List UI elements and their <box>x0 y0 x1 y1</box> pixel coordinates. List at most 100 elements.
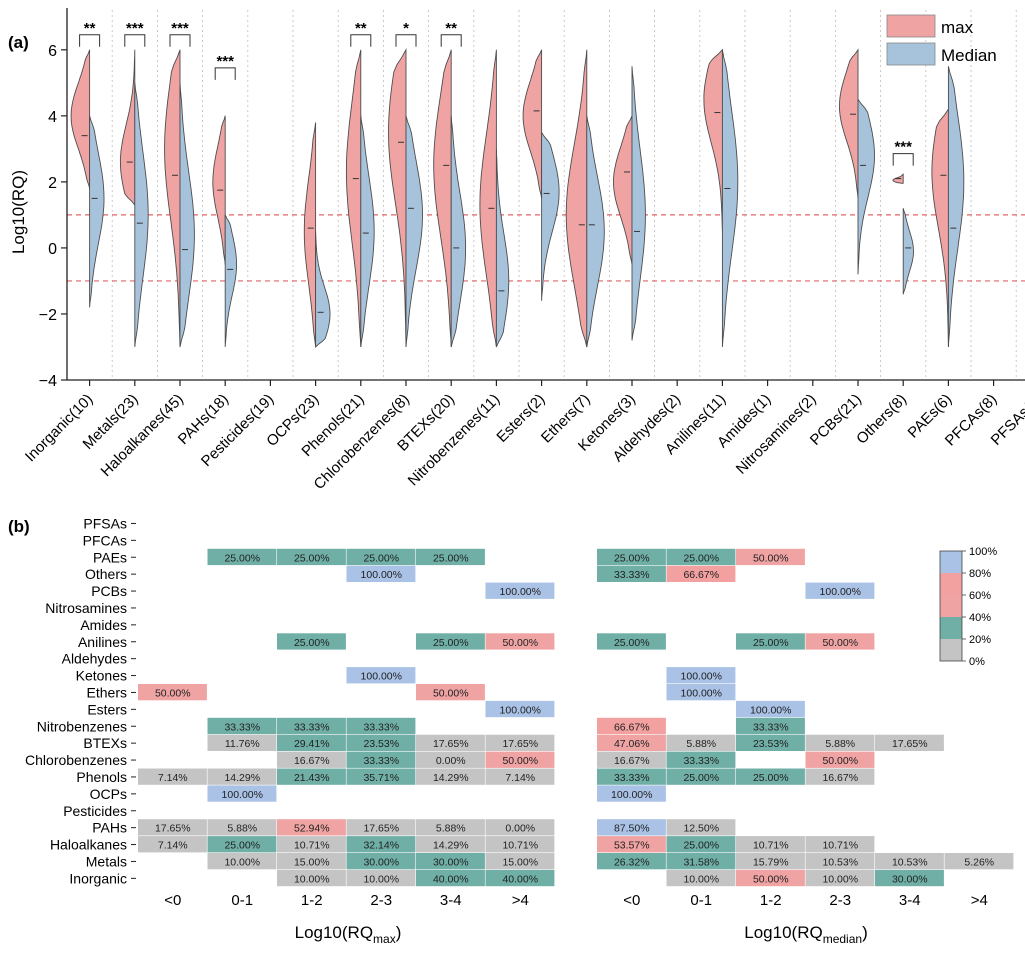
row-label: Chlorobenzenes <box>25 752 127 768</box>
x-tick-label: Nitrosamines(2) <box>733 391 820 478</box>
violin-max-half <box>388 48 407 348</box>
heatmap-cell-left <box>207 768 277 785</box>
heatmap-cell-right <box>875 734 944 751</box>
heatmap-cell-right <box>805 836 875 853</box>
color-scale-band <box>940 551 962 573</box>
heatmap-cell-left <box>416 853 485 870</box>
row-label: Metals <box>86 853 127 869</box>
significance-bracket <box>124 34 146 47</box>
heatmap-cell-value: 14.29% <box>433 772 469 784</box>
heatmap-cell-value: 10.53% <box>892 856 928 868</box>
heatmap-cell-right <box>666 836 736 853</box>
x-tick-label: Inorganic(10) <box>22 391 97 466</box>
heatmap-cell-right <box>597 717 666 735</box>
heatmap-cell-value: 33.33% <box>294 721 330 733</box>
heatmap-cell-value: 29.41% <box>294 738 330 750</box>
heatmap-cell-value: 17.65% <box>155 823 191 835</box>
heatmap-cell-value: 100.00% <box>681 687 722 699</box>
row-label: PCBs <box>91 583 127 599</box>
panel-a-label: (a) <box>8 33 29 52</box>
heatmap-cell-left <box>346 836 416 853</box>
heatmap-cell-left <box>346 717 416 735</box>
heatmap-cell-value: 7.14% <box>158 840 188 852</box>
heatmap-cell-right <box>666 751 736 768</box>
violin-max-half <box>164 49 181 348</box>
heatmap-cell-value: 10.71% <box>502 840 538 852</box>
violin-median-half <box>224 214 237 348</box>
heatmap-cell-left <box>207 734 277 751</box>
panel-a-y-axis-label: Log10(RQ) <box>9 170 28 254</box>
column-label: 2-3 <box>829 892 851 909</box>
panel-b-right-heatmap: 25.00% 25.00% 50.00% 33.33% 66.67% 100.00% 25.… <box>597 548 1014 887</box>
row-label: PAEs <box>93 549 127 565</box>
row-label: Haloalkanes <box>50 837 127 853</box>
heatmap-cell-value: 33.33% <box>614 772 650 784</box>
heatmap-cell-value: 25.00% <box>363 552 399 564</box>
significance-bracket <box>395 34 417 47</box>
heatmap-cell-value: 17.65% <box>433 738 469 750</box>
heatmap-cell-value: 35.71% <box>363 772 399 784</box>
color-scale-band <box>940 573 962 595</box>
heatmap-cell-left <box>138 768 207 785</box>
heatmap-cell-value: 7.14% <box>158 772 188 784</box>
heatmap-cell-value: 10.00% <box>683 873 719 885</box>
heatmap-cell-left <box>277 819 346 836</box>
color-scale-tick-label: 60% <box>969 590 991 602</box>
heatmap-cell-value: 17.65% <box>502 738 538 750</box>
heatmap-cell-right <box>666 667 736 684</box>
heatmap-cell-left <box>485 819 555 836</box>
heatmap-cell-left <box>277 734 346 751</box>
heatmap-cell-left <box>485 836 555 853</box>
heatmap-cell-left <box>346 751 416 768</box>
row-label: Nitrobenzenes <box>37 718 127 734</box>
violin-median-half <box>586 115 605 348</box>
heatmap-cell-value: 25.00% <box>433 637 469 649</box>
violin-median-half <box>947 66 965 348</box>
heatmap-cell-left <box>346 819 416 836</box>
heatmap-cell-right <box>944 853 1014 870</box>
violin-max-half <box>522 49 543 199</box>
heatmap-cell-right <box>666 548 736 566</box>
violin-median-half <box>134 82 149 348</box>
y-tick-label: 4 <box>48 109 57 126</box>
heatmap-cell-value: 100.00% <box>681 671 722 683</box>
heatmap-cell-right <box>666 853 736 870</box>
heatmap-cell-value: 50.00% <box>753 552 789 564</box>
legend-median-label: Median <box>941 46 997 65</box>
violin-median-half <box>315 231 331 349</box>
row-label: Ethers <box>87 684 127 700</box>
heatmap-cell-value: 16.67% <box>614 755 650 767</box>
heatmap-cell-value: 25.00% <box>683 552 719 564</box>
violin-median-half <box>179 82 195 348</box>
heatmap-cell-value: 15.00% <box>502 856 538 868</box>
row-label: OCPs <box>90 786 127 802</box>
heatmap-cell-left <box>277 869 346 887</box>
heatmap-cell-left <box>346 853 416 870</box>
heatmap-cell-right <box>597 836 666 853</box>
heatmap-cell-value: 47.06% <box>614 738 650 750</box>
heatmap-cell-left <box>207 785 277 802</box>
x-tick-label: Haloalkanes(45) <box>98 391 187 480</box>
heatmap-cell-value: 26.32% <box>614 856 650 868</box>
heatmap-cell-value: 10.00% <box>363 873 399 885</box>
heatmap-cell-left <box>485 853 555 870</box>
violin-median-half <box>857 97 875 275</box>
heatmap-cell-right <box>805 633 875 650</box>
panel-b-right-x-axis-label: Log10(RQmedian) <box>744 923 867 946</box>
heatmap-cell-right <box>805 582 875 599</box>
heatmap-cell-value: 100.00% <box>361 569 402 581</box>
heatmap-cell-value: 10.00% <box>224 856 260 868</box>
heatmap-cell-left <box>207 819 277 836</box>
heatmap-cell-right <box>597 548 666 566</box>
heatmap-cell-value: 33.33% <box>683 755 719 767</box>
significance-label: *** <box>216 53 234 70</box>
heatmap-cell-value: 10.53% <box>822 856 858 868</box>
row-label: PFCAs <box>83 532 127 548</box>
heatmap-cell-right <box>597 768 666 785</box>
heatmap-cell-right <box>666 869 736 887</box>
violin-median-half <box>495 148 510 348</box>
heatmap-cell-left <box>277 836 346 853</box>
heatmap-cell-left <box>277 633 346 650</box>
heatmap-cell-value: 40.00% <box>502 873 538 885</box>
significance-label: ** <box>84 20 96 37</box>
